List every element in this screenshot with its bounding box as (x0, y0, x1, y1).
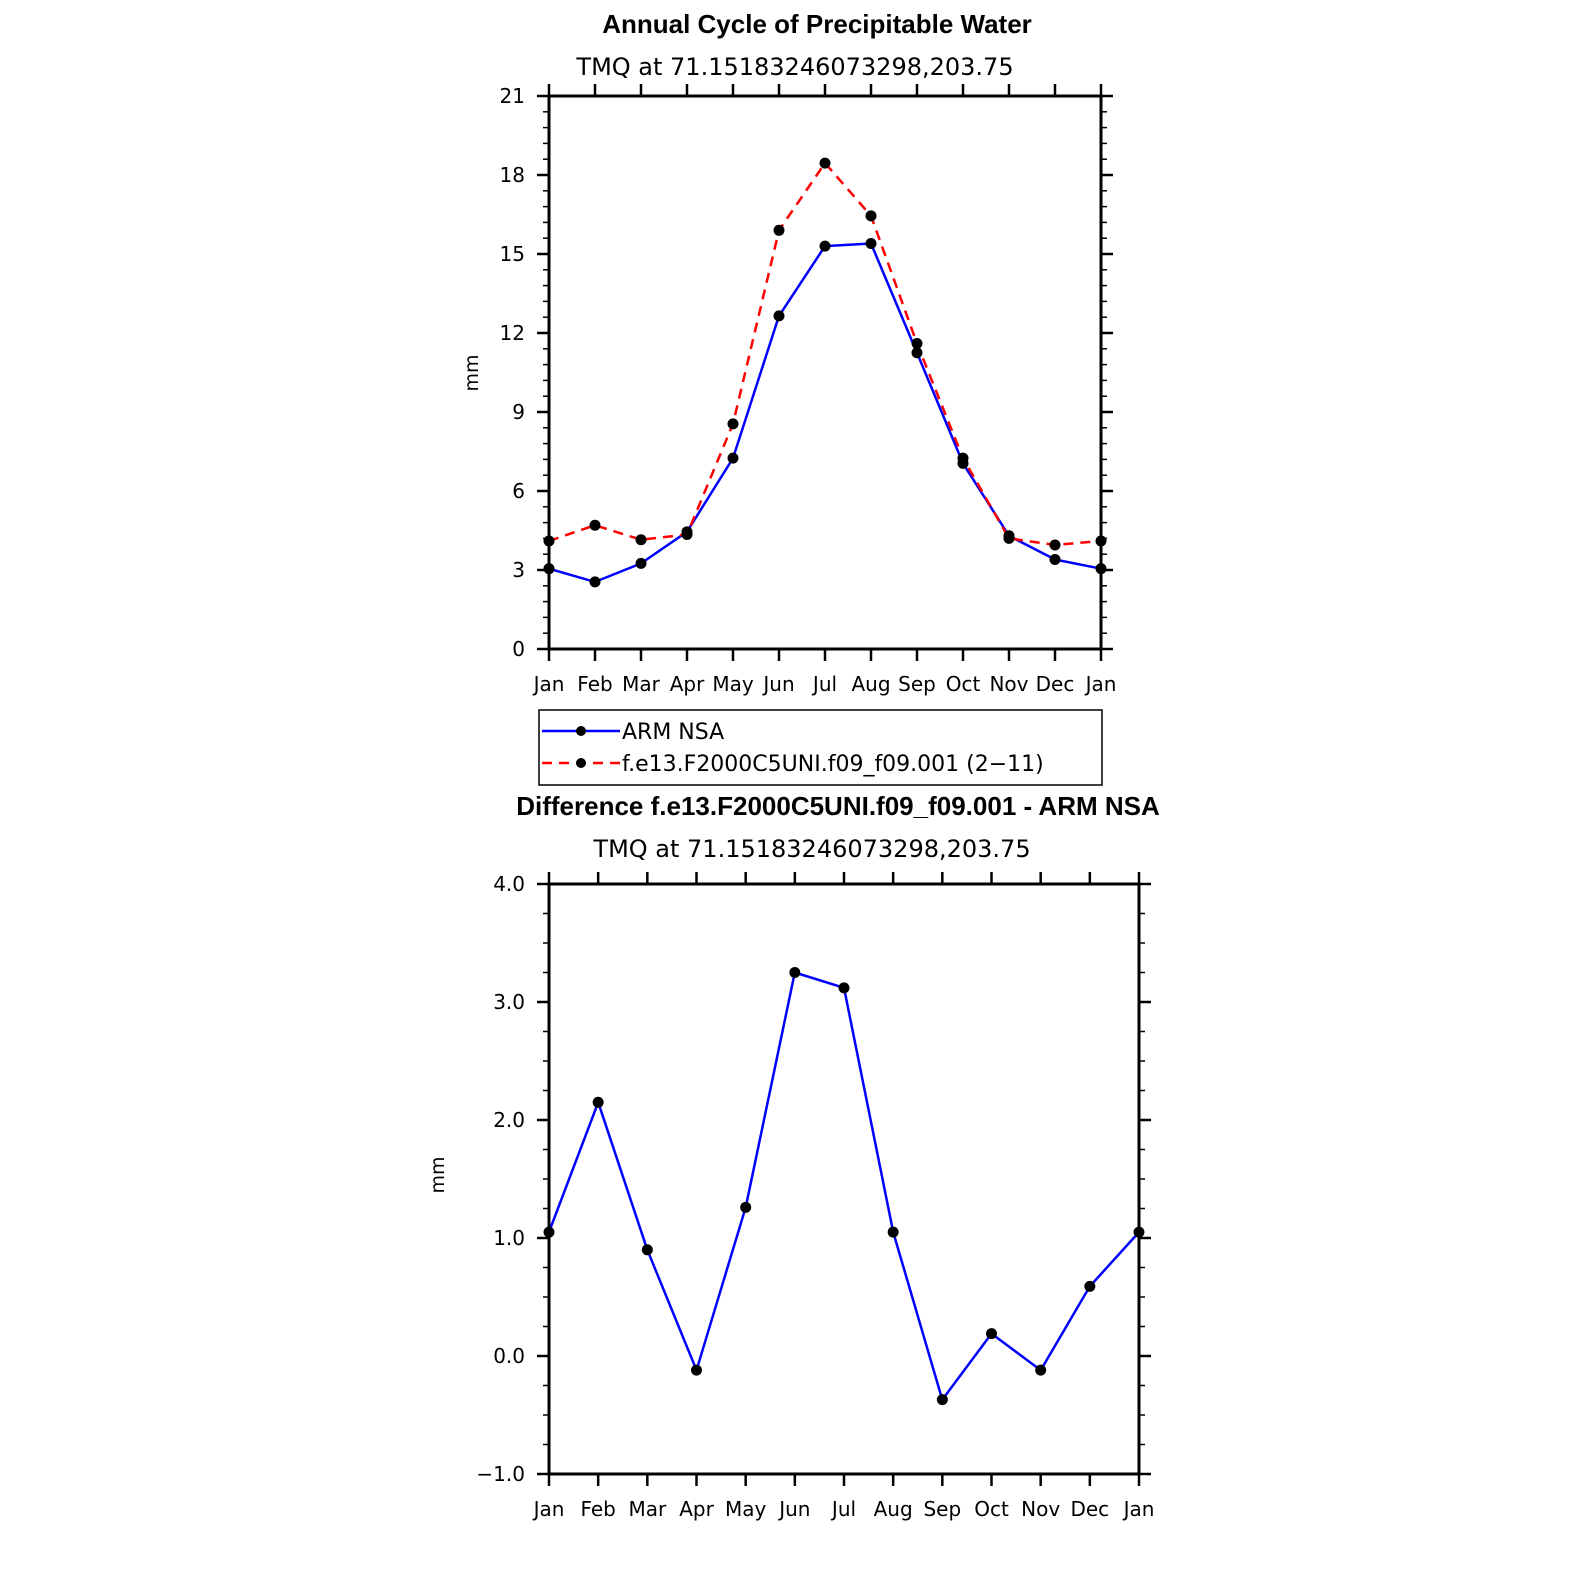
data-point (681, 528, 693, 540)
data-point (819, 157, 831, 169)
data-point (592, 1096, 604, 1108)
y-tick-label: 0 (512, 637, 525, 661)
data-point (957, 452, 969, 464)
x-tick-label: Aug (851, 672, 890, 696)
axis-ticks (537, 872, 1151, 1486)
data-point (789, 967, 801, 978)
data-point (691, 1364, 702, 1376)
x-tick-label: Feb (577, 672, 612, 696)
series-lines (548, 161, 1102, 584)
data-point (838, 982, 850, 994)
tick-labels: 0 3 6 9 12 15 18 21 Jan Feb Mar Apr May Jun Jul Aug Sep O… (500, 84, 1117, 696)
data-point (986, 1328, 997, 1340)
x-tick-label: Jun (761, 672, 794, 696)
x-tick-label: Jan (532, 1497, 565, 1521)
data-point (635, 534, 647, 546)
legend-box (538, 709, 1103, 786)
data-point (635, 557, 647, 569)
data-point (865, 237, 877, 249)
y-tick-label: 18 (500, 163, 525, 187)
x-tick-label: Feb (580, 1497, 615, 1521)
x-tick-label: Mar (628, 1497, 667, 1521)
legend-label-arm: ARM NSA (622, 720, 724, 745)
y-axis-label: mm (461, 354, 483, 391)
x-tick-label: Oct (974, 1497, 1009, 1521)
chart-title: Difference f.e13.F2000C5UNI.f09_f09.001 … (516, 791, 1160, 821)
series-points (543, 157, 1107, 588)
x-tick-label: Jan (532, 672, 565, 696)
data-point (911, 347, 923, 359)
x-tick-label: Apr (679, 1497, 714, 1521)
plot-frame (547, 882, 1141, 1476)
tick-labels: −1.0 0.0 1.0 2.0 3.0 4.0 Jan Feb Mar Apr May Jun Jul… (476, 872, 1154, 1521)
x-tick-label: Mar (622, 672, 661, 696)
data-point (819, 240, 831, 252)
chart-subtitle: TMQ at 71.15183246073298,203.75 (592, 835, 1030, 863)
y-tick-label: 4.0 (493, 872, 525, 896)
x-tick-label: Jan (1084, 672, 1117, 696)
x-tick-label: Oct (946, 672, 981, 696)
data-point (865, 210, 877, 222)
x-tick-label: Dec (1070, 1497, 1109, 1521)
legend-label-model: f.e13.F2000C5UNI.f09_f09.001 (2−11) (622, 752, 1044, 777)
x-tick-label: Aug (874, 1497, 913, 1521)
y-tick-label: 0.0 (493, 1344, 525, 1368)
x-tick-label: Jul (830, 1497, 856, 1521)
y-tick-label: 9 (512, 400, 525, 424)
data-point (773, 310, 785, 322)
x-tick-label: Jul (811, 672, 837, 696)
y-tick-label: 21 (500, 84, 525, 108)
chart-title: Annual Cycle of Precipitable Water (602, 9, 1032, 39)
data-point (773, 224, 785, 236)
data-point (740, 1201, 752, 1213)
data-point (1084, 1280, 1096, 1292)
y-tick-label: 2.0 (493, 1108, 525, 1132)
precipitable-water-chart: Annual Cycle of Precipitable Water TMQ a… (461, 9, 1116, 696)
data-point (1049, 553, 1061, 565)
y-tick-label: 12 (500, 321, 525, 345)
axis-ticks (537, 84, 1113, 661)
data-point (589, 576, 601, 588)
series-points (543, 967, 1145, 1406)
y-axis-label: mm (427, 1156, 449, 1193)
x-tick-label: May (712, 672, 754, 696)
legend: ARM NSA f.e13.F2000C5UNI.f09_f09.001 (2−… (538, 709, 1103, 786)
series-line (548, 242, 1102, 584)
y-tick-label: 1.0 (493, 1226, 525, 1250)
y-tick-label: 6 (512, 479, 525, 503)
x-tick-label: Nov (989, 672, 1028, 696)
series-line (548, 161, 1102, 547)
x-tick-label: Jan (1122, 1497, 1155, 1521)
plot-frame (547, 94, 1103, 651)
difference-chart: Difference f.e13.F2000C5UNI.f09_f09.001 … (427, 791, 1160, 1521)
y-tick-label: −1.0 (476, 1462, 525, 1486)
x-tick-label: Sep (898, 672, 936, 696)
x-tick-label: Jun (777, 1497, 810, 1521)
chart-subtitle: TMQ at 71.15183246073298,203.75 (575, 53, 1013, 81)
x-tick-label: Dec (1036, 672, 1075, 696)
data-point (1049, 539, 1061, 551)
legend-marker-arm (576, 726, 586, 736)
data-point (641, 1244, 653, 1256)
x-tick-label: Apr (670, 672, 705, 696)
x-tick-label: May (725, 1497, 767, 1521)
series-lines (547, 971, 1140, 1401)
data-point (727, 452, 739, 464)
data-point (727, 418, 739, 430)
y-tick-label: 3 (512, 558, 525, 582)
data-point (936, 1394, 948, 1406)
y-tick-label: 3.0 (493, 990, 525, 1014)
data-point (887, 1226, 899, 1238)
y-tick-label: 15 (500, 242, 525, 266)
data-point (589, 519, 601, 531)
data-point (1035, 1364, 1047, 1376)
series-line (547, 971, 1140, 1401)
legend-marker-model (576, 758, 586, 768)
data-point (1003, 532, 1015, 544)
x-tick-label: Nov (1021, 1497, 1060, 1521)
data-point (911, 338, 923, 350)
x-tick-label: Sep (923, 1497, 961, 1521)
